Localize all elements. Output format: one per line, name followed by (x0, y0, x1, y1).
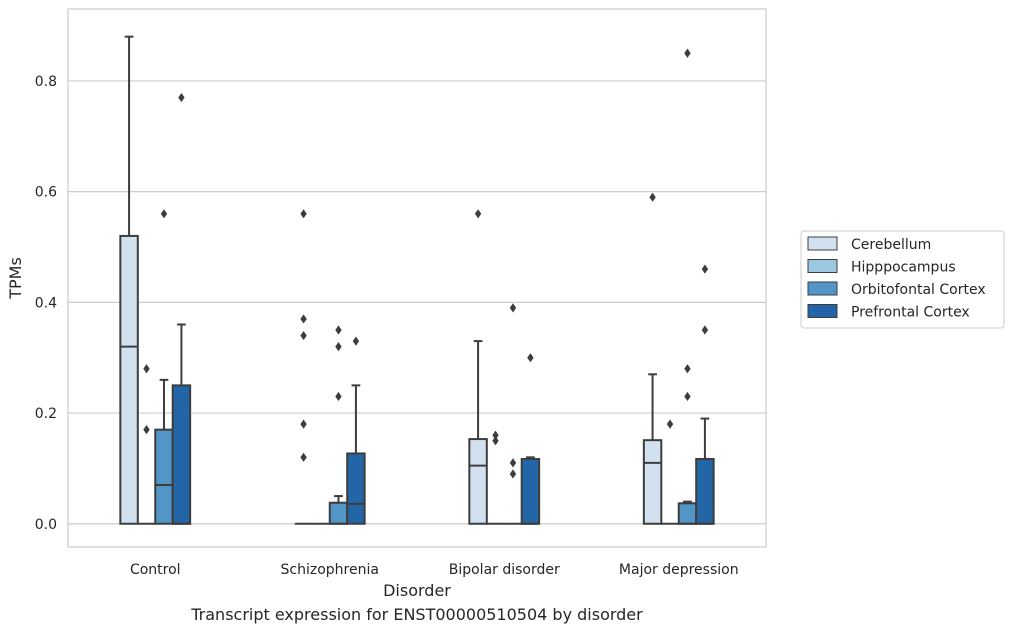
outlier-point (335, 325, 342, 335)
outlier-point (474, 209, 482, 219)
box-group (677, 48, 698, 525)
box-group (520, 353, 541, 525)
x-tick-label: Control (130, 562, 181, 578)
x-tick-label: Bipolar disorder (449, 562, 560, 578)
box-group (294, 209, 313, 525)
box-group (504, 303, 522, 525)
x-tick-label: Major depression (619, 562, 739, 578)
y-tick-label: 0.2 (35, 406, 57, 422)
legend: Cerebellum Hipppocampus Orbitofontal Corte… (800, 230, 1005, 329)
box-group (137, 364, 156, 525)
outlier-point (509, 303, 517, 313)
outlier-point (684, 48, 691, 58)
legend-frame (800, 230, 1005, 329)
box (154, 428, 174, 525)
x-axis-ticks: Control Schizophrenia Bipolar disorder Majo… (130, 562, 739, 578)
box (119, 234, 139, 525)
x-axis-label: Disorder (383, 581, 451, 600)
box-group (171, 92, 192, 525)
y-tick-label: 0.4 (35, 295, 57, 311)
box (468, 438, 488, 525)
box-group (346, 336, 366, 525)
outlier-point (701, 325, 709, 335)
outlier-point (300, 419, 307, 429)
outlier-point (143, 364, 150, 374)
outlier-point (352, 336, 360, 346)
boxes (119, 35, 715, 525)
outlier-point (649, 192, 656, 202)
outlier-point (335, 391, 342, 402)
box-group (695, 264, 715, 525)
box (642, 439, 663, 525)
outlier-point (666, 419, 674, 429)
box-group (468, 209, 488, 525)
legend-label: Cerebellum (851, 237, 931, 253)
legend-swatch (807, 281, 838, 296)
y-tick-label: 0.8 (35, 74, 57, 90)
box (695, 457, 715, 525)
box-group (119, 35, 139, 525)
box-group (328, 325, 349, 525)
legend-items: Cerebellum Hipppocampus Orbitofontal Corte… (807, 236, 986, 321)
outlier-point (527, 353, 534, 363)
outlier-point (492, 430, 499, 440)
box (328, 501, 349, 525)
legend-label: Prefrontal Cortex (851, 305, 970, 321)
y-axis-ticks: 0.0 0.2 0.4 0.6 0.8 (35, 74, 57, 533)
box-group (642, 192, 663, 525)
box (346, 452, 366, 525)
outlier-point (509, 469, 517, 479)
plot-frame (67, 8, 767, 548)
box (520, 457, 541, 525)
box-group (661, 419, 679, 525)
outlier-point (300, 314, 307, 324)
box-group (486, 430, 505, 525)
outlier-point (300, 452, 307, 462)
outlier-point (684, 364, 691, 374)
y-tick-label: 0.0 (35, 517, 57, 533)
legend-label: Orbitofontal Cortex (851, 282, 986, 298)
legend-swatch (807, 259, 838, 273)
outlier-point (492, 436, 499, 446)
outlier-point (300, 209, 307, 219)
y-axis-label: TPMs (6, 257, 25, 300)
figure-caption: Transcript expression for ENST0000051050… (191, 605, 643, 624)
outlier-point (701, 264, 709, 274)
outlier-point (143, 425, 150, 435)
box-group (154, 209, 174, 525)
legend-label: Hipppocampus (851, 260, 956, 276)
y-tick-label: 0.6 (35, 185, 57, 201)
outlier-point (509, 458, 517, 468)
outlier-point (684, 391, 691, 402)
box (677, 502, 698, 525)
outlier-point (160, 209, 168, 219)
legend-swatch (807, 236, 838, 251)
box (171, 384, 192, 525)
outlier-point (300, 330, 307, 341)
outlier-point (178, 92, 185, 103)
outlier-point (335, 342, 342, 352)
legend-swatch (807, 304, 838, 318)
x-tick-label: Schizophrenia (281, 562, 379, 578)
